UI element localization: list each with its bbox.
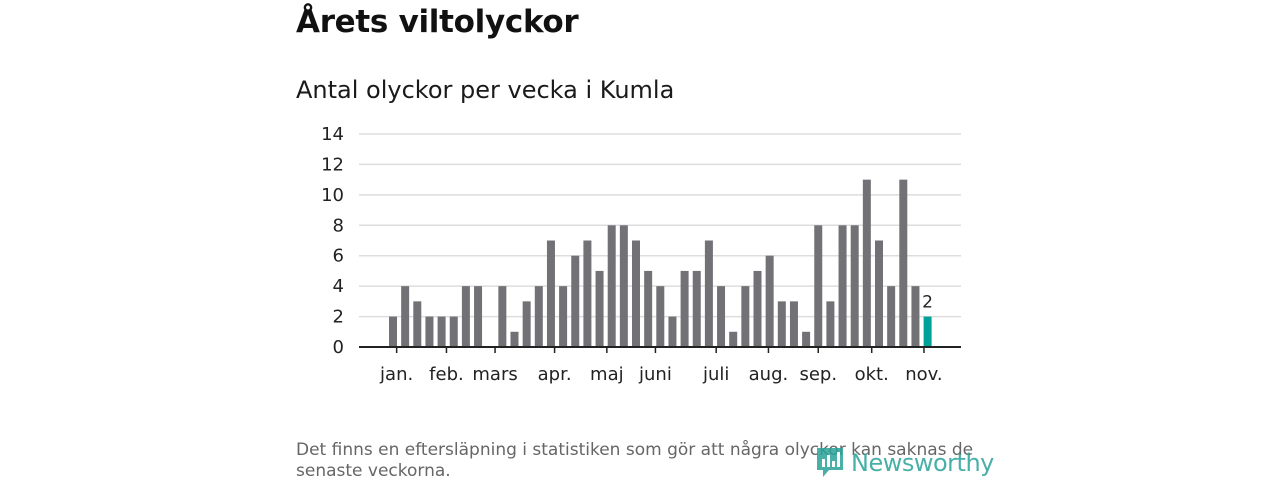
- bar: [607, 225, 616, 347]
- x-tick-label: okt.: [855, 364, 889, 385]
- bar: [765, 255, 774, 347]
- y-tick-label: 12: [321, 154, 344, 175]
- bar: [401, 286, 410, 347]
- y-tick-label: 4: [333, 276, 344, 297]
- bar: [838, 225, 847, 347]
- bar: [911, 286, 920, 347]
- bar: [753, 270, 762, 347]
- bar: [583, 240, 592, 347]
- bar: [498, 286, 507, 347]
- chart-annotations: 2: [922, 293, 933, 313]
- bar: [522, 301, 531, 347]
- bar-value-label: 2: [922, 293, 933, 313]
- bar: [425, 316, 434, 347]
- bar-chart: 0 2 4 6 8 10 12 14 jan. feb. mars apr. maj juni juli a…: [321, 124, 961, 385]
- bar: [632, 240, 640, 347]
- bar: [389, 316, 397, 347]
- x-tick-label: apr.: [538, 364, 572, 385]
- bar: [413, 301, 422, 347]
- bar: [862, 179, 871, 347]
- bar: [595, 270, 604, 347]
- bar: [546, 240, 555, 347]
- bar: [437, 316, 446, 347]
- y-tick-label: 8: [333, 215, 344, 236]
- y-tick-label: 0: [333, 337, 344, 358]
- chart-grid: [359, 133, 961, 318]
- x-axis: jan. feb. mars apr. maj juni juli aug. sep. okt. n…: [359, 346, 961, 385]
- x-tick-label: mars: [472, 364, 517, 385]
- bar: [449, 316, 458, 347]
- newsworthy-logo-icon: [817, 448, 843, 477]
- footnote: Det finns en eftersläpning i statistiken…: [296, 440, 974, 481]
- bar: [814, 225, 823, 347]
- bar: [510, 331, 519, 347]
- y-axis-labels: 0 2 4 6 8 10 12 14: [321, 124, 344, 358]
- bar: [571, 255, 580, 347]
- bar: [668, 316, 677, 347]
- bar: [887, 286, 896, 347]
- y-tick-label: 6: [333, 246, 344, 267]
- x-tick-label: juni: [638, 364, 672, 385]
- bar: [559, 286, 568, 347]
- bar: [777, 301, 786, 347]
- bar: [692, 270, 701, 347]
- y-tick-label: 10: [321, 185, 344, 206]
- bar: [644, 270, 653, 347]
- bar-highlight: [923, 316, 932, 347]
- x-tick-label: maj: [590, 364, 624, 385]
- bar: [850, 225, 859, 347]
- y-tick-label: 2: [333, 307, 344, 328]
- bar: [534, 286, 543, 347]
- bar: [729, 331, 738, 347]
- bar: [875, 240, 883, 347]
- x-tick-label: jan.: [379, 364, 413, 385]
- x-tick-label: sep.: [799, 364, 837, 385]
- bar: [656, 286, 665, 347]
- x-tick-label: nov.: [905, 364, 942, 385]
- x-tick-label: juli: [702, 364, 729, 385]
- chart-subtitle: Antal olyckor per vecka i Kumla: [296, 76, 675, 104]
- bar: [619, 225, 628, 347]
- page-title: Årets viltolyckor: [296, 4, 579, 40]
- bar: [717, 286, 726, 347]
- bar: [741, 286, 750, 347]
- bar: [789, 301, 798, 347]
- chart-bars: [389, 179, 932, 347]
- bar: [826, 301, 835, 347]
- x-tick-label: aug.: [749, 364, 789, 385]
- x-tick-label: feb.: [429, 364, 464, 385]
- bar: [704, 240, 713, 347]
- y-tick-label: 14: [321, 124, 344, 145]
- logo-text: Newsworthy: [851, 449, 994, 477]
- newsworthy-logo[interactable]: Newsworthy: [815, 446, 994, 480]
- bar: [461, 286, 470, 347]
- bar: [680, 270, 689, 347]
- bar: [899, 179, 908, 347]
- bar: [802, 331, 811, 347]
- bar: [474, 286, 483, 347]
